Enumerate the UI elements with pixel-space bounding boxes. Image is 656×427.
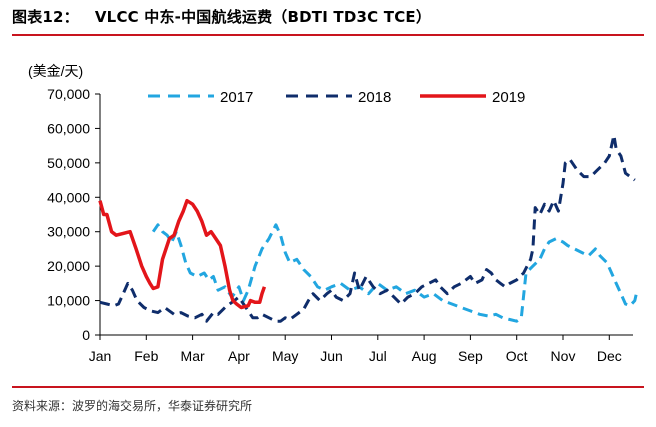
y-tick-label: 70,000: [47, 86, 90, 102]
x-tick-label: Mar: [181, 348, 205, 364]
figure-label: 图表12：: [12, 8, 79, 26]
series-line-2018: [99, 133, 636, 323]
x-tick-label: Dec: [597, 348, 622, 364]
source-note: 资料来源：波罗的海交易所，华泰证券研究所: [12, 399, 253, 413]
y-tick-label: 20,000: [47, 258, 90, 274]
y-unit-label: (美金/天): [28, 63, 83, 79]
x-axis: Jan Feb Mar Apr May Jun Jul Aug Sep Oct Nov Dec: [89, 334, 633, 364]
legend-label-2017: 2017: [220, 89, 253, 106]
y-tick-label: 50,000: [47, 155, 90, 171]
x-tick-label: Aug: [412, 348, 437, 364]
y-tick-label: 60,000: [47, 120, 90, 136]
x-tick-label: May: [272, 348, 298, 364]
x-tick-label: Sep: [458, 348, 483, 364]
x-tick-label: Apr: [228, 348, 250, 364]
series-line-2017: [151, 223, 639, 323]
series-line-2019: [98, 198, 267, 310]
x-tick-label: Nov: [551, 348, 576, 364]
source-rule: [12, 386, 644, 388]
x-tick-label: Jun: [320, 348, 343, 364]
x-tick-label: Jul: [369, 348, 387, 364]
title-rule: [12, 34, 644, 36]
y-tick-label: 0: [82, 327, 90, 343]
y-axis: 0 10,000 20,000 30,000 40,000 50,000 60,000 70,…: [47, 86, 101, 343]
x-tick-label: Feb: [134, 348, 158, 364]
plot-area: [98, 133, 639, 323]
legend-label-2019: 2019: [492, 89, 525, 106]
x-tick-label: Oct: [506, 348, 528, 364]
figure-title-text: VLCC 中东-中国航线运费（BDTI TD3C TCE）: [94, 8, 432, 26]
y-tick-label: 40,000: [47, 189, 90, 205]
figure-title: 图表12： VLCC 中东-中国航线运费（BDTI TD3C TCE）: [12, 6, 431, 27]
y-tick-label: 10,000: [47, 293, 90, 309]
y-tick-label: 30,000: [47, 224, 90, 240]
legend-label-2018: 2018: [358, 89, 391, 106]
legend: 2017 2018 2019: [148, 89, 525, 106]
x-tick-label: Jan: [89, 348, 112, 364]
